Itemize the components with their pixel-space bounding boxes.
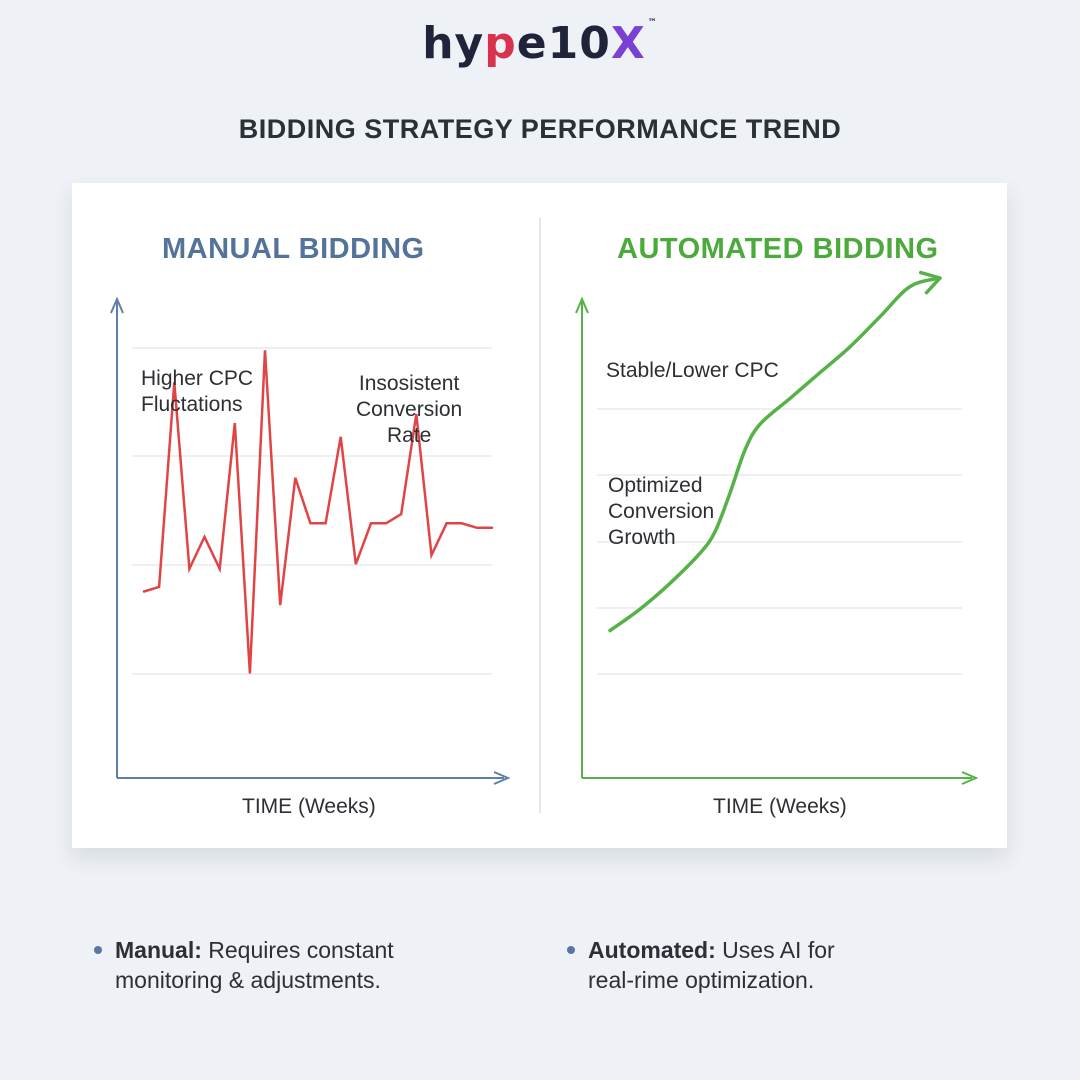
brand-logo: hype10X ™ xyxy=(0,18,1080,69)
automated-annotation-cpc: Stable/Lower CPC xyxy=(606,358,779,384)
logo-text-e10: e10 xyxy=(516,18,611,69)
manual-annotation-cpc-line-2: Fluctations xyxy=(141,393,243,416)
manual-x-axis-label: TIME (Weeks) xyxy=(242,795,376,818)
charts-svg xyxy=(110,270,979,785)
automated-x-axis-label: TIME (Weeks) xyxy=(713,795,847,818)
manual-note-text: Requires constant xyxy=(201,937,394,963)
manual-annotation-cpc: Higher CPC Fluctations xyxy=(141,366,253,418)
manual-chart-title: MANUAL BIDDING xyxy=(162,233,425,265)
manual-annotation-cpc-line-1: Higher CPC xyxy=(141,367,254,390)
automated-trend-arrowhead xyxy=(918,270,942,295)
automated-series-line xyxy=(608,276,942,633)
automated-chart-title: AUTOMATED BIDDING xyxy=(617,233,939,265)
page-title: BIDDING STRATEGY PERFORMANCE TREND xyxy=(238,114,842,144)
automated-note: Automated: Uses AI for real-rime optimiz… xyxy=(567,935,835,995)
manual-note: Manual: Requires constant monitoring & a… xyxy=(94,935,394,995)
automated-y-axis-arrow xyxy=(575,296,589,314)
chart-card: MANUAL BIDDING AUTOMATED BIDDING Higher … xyxy=(72,183,1007,848)
logo-text-p: p xyxy=(484,18,517,69)
manual-annotation-conversion-line-1: Insosistent xyxy=(358,372,460,395)
bullet-dot xyxy=(94,946,102,954)
manual-x-axis-arrow xyxy=(493,771,511,785)
manual-note-line2: monitoring & adjustments. xyxy=(115,967,381,993)
logo-text-hy: hy xyxy=(422,18,485,69)
automated-x-axis-arrow xyxy=(961,771,979,785)
manual-annotation-conversion-line-3: Rate xyxy=(386,424,432,447)
automated-note-text: Uses AI for xyxy=(715,937,835,963)
automated-annotation-cpc-line-1: Stable/Lower CPC xyxy=(606,359,779,382)
manual-series-line xyxy=(142,350,494,674)
automated-note-line2: real-rime optimization. xyxy=(588,967,815,993)
logo-text-x: X xyxy=(610,18,646,69)
manual-annotation-conversion: Insosistent Conversion Rate xyxy=(356,371,462,449)
automated-annotation-conversion: Optimized Conversion Growth xyxy=(608,473,714,551)
automated-annotation-conversion-line-3: Growth xyxy=(608,526,676,549)
manual-y-axis-arrow xyxy=(110,296,124,314)
bullet-dot xyxy=(567,946,575,954)
automated-annotation-conversion-line-1: Optimized xyxy=(608,474,703,497)
automated-note-label: Automated: xyxy=(588,937,716,963)
manual-annotation-conversion-line-2: Conversion xyxy=(356,398,463,421)
panel-divider xyxy=(539,218,541,813)
logo-trademark: ™ xyxy=(647,18,658,28)
automated-annotation-conversion-line-2: Conversion xyxy=(608,500,715,523)
manual-note-label: Manual: xyxy=(115,937,202,963)
